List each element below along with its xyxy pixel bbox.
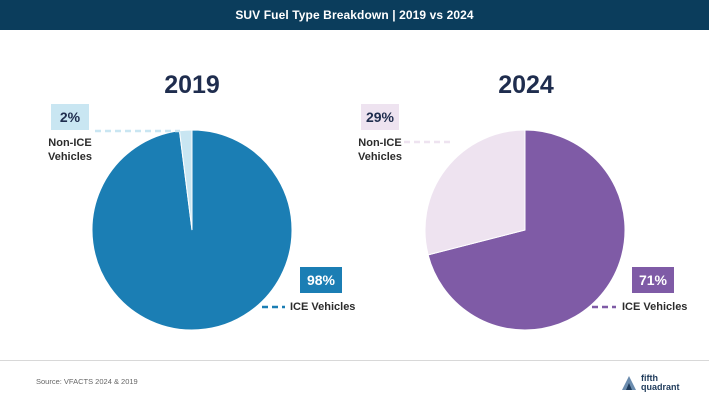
logo-mark-icon [622,376,636,390]
logo-word-line: quadrant [641,382,680,392]
pie-slice-ice-2024 [427,129,626,331]
pct-label-ice-2024: 71% [632,267,674,293]
year-title-2024: 2024 [498,71,554,99]
chart-title-banner: SUV Fuel Type Breakdown | 2019 vs 2024 [0,0,709,30]
legend-label-line: Non-ICE [48,137,92,149]
fifth-quadrant-logo: fifth quadrant [620,370,690,396]
pct-label-ice-2019: 98% [300,267,342,293]
chart-title: SUV Fuel Type Breakdown | 2019 vs 2024 [235,8,474,22]
logo-wordmark: fifth quadrant [641,374,680,392]
pie-slice-non-ice-2024 [424,129,526,256]
legend-label-non-ice-2024: Non-ICE Vehicles [348,136,412,164]
source-note: Source: VFACTS 2024 & 2019 [36,377,138,386]
pct-label-non-ice-2024: 29% [361,104,399,130]
legend-label-non-ice-2019: Non-ICE Vehicles [38,136,102,164]
legend-label-line: Non-ICE [358,137,402,149]
pct-label-non-ice-2019: 2% [51,104,89,130]
footer-divider [0,360,709,361]
logo-word-line: fifth [641,373,658,383]
legend-label-line: Vehicles [47,151,93,163]
legend-label-ice-2024: ICE Vehicles [622,301,688,313]
year-title-2019: 2019 [164,71,220,99]
legend-label-line: Vehicles [357,151,403,163]
legend-label-ice-2019: ICE Vehicles [290,301,356,313]
